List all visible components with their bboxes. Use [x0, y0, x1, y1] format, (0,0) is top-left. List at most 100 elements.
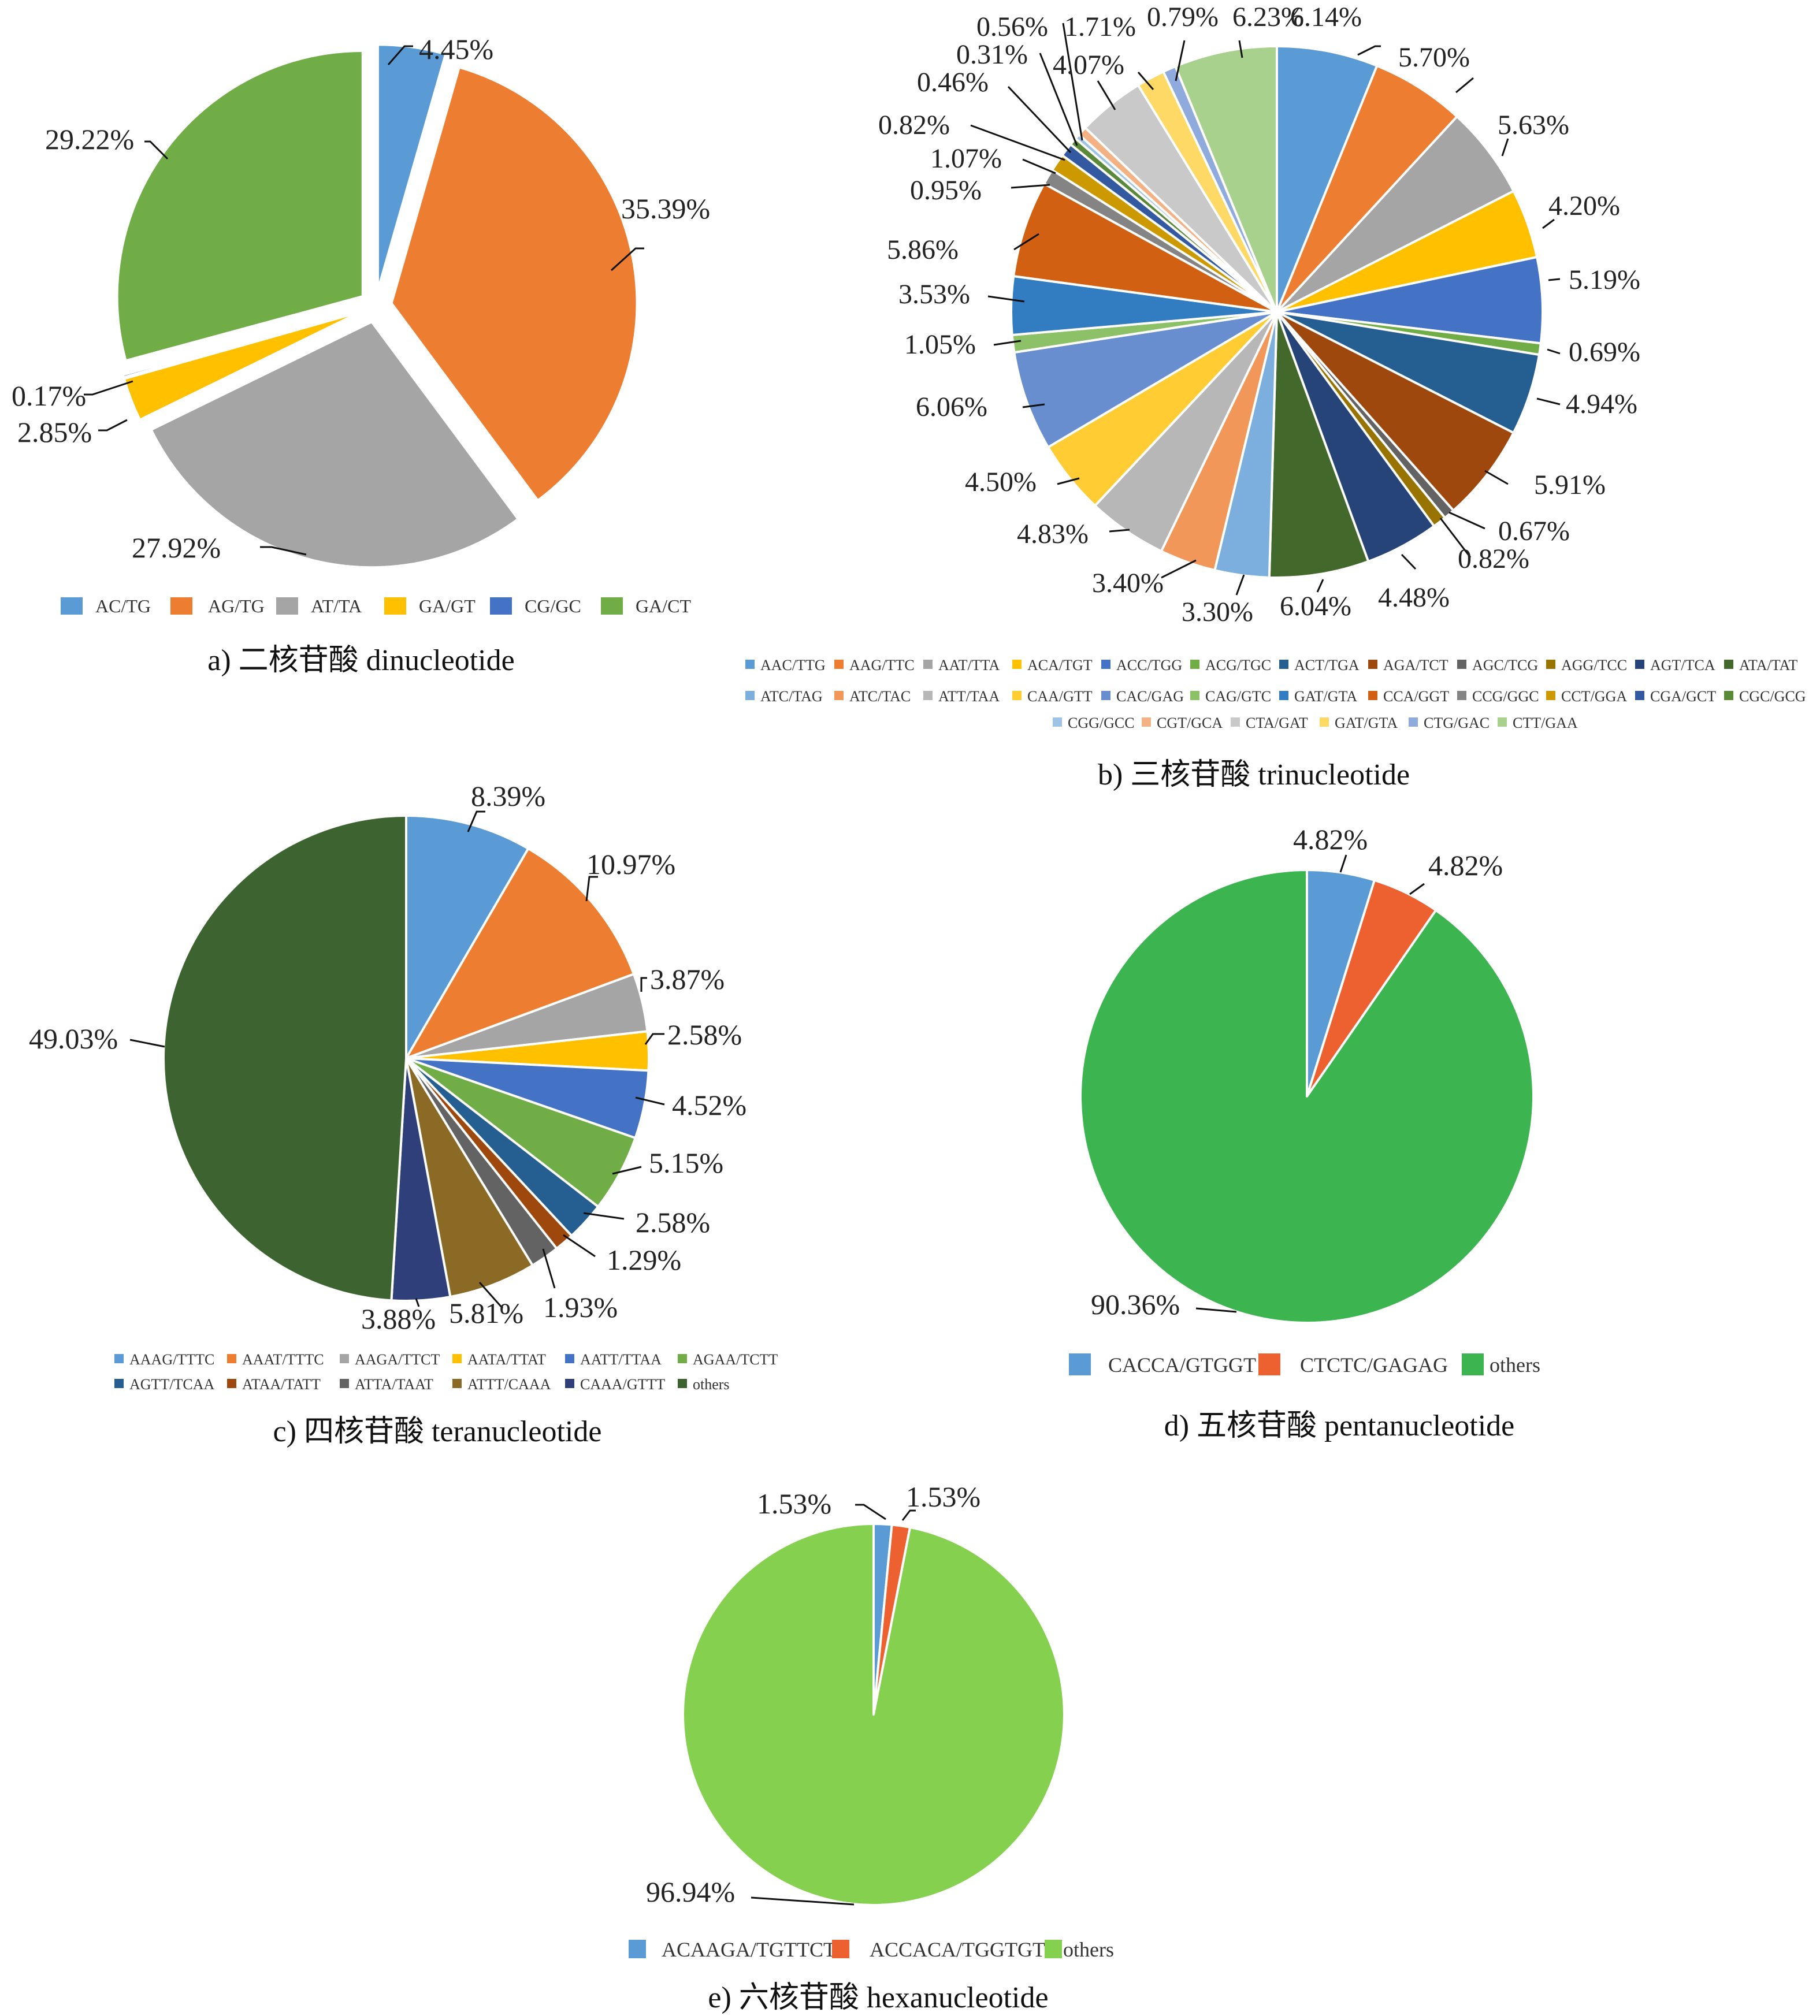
di-legend: AC/TG AG/TG AT/TA GA/GT CG/GC GA/CT [61, 596, 691, 616]
di-legend-item-5: CG/GC [525, 596, 581, 616]
tetra-value-label-11: 3.88% [361, 1303, 436, 1335]
tri-legend-swatch-28 [1320, 717, 1329, 727]
tri-leader-21 [1011, 184, 1050, 189]
tri-value-label-14: 3.40% [1092, 568, 1164, 598]
tri-legend-swatch-15 [923, 691, 933, 700]
tetra-slice-10 [405, 1057, 534, 1298]
penta-value-label-3: 90.36% [1091, 1288, 1180, 1321]
penta-leader-1 [1339, 854, 1347, 873]
di-slice-1 [376, 43, 447, 292]
tri-legend-swatch-3 [923, 660, 933, 669]
tri-value-label-26: 0.56% [976, 12, 1048, 42]
tri-value-label-2: 5.70% [1398, 42, 1470, 73]
tri-value-label-17: 6.06% [916, 392, 987, 422]
di-value-label-5: 0.17% [12, 380, 86, 412]
hexa-leader-2 [901, 1509, 916, 1521]
tri-value-label-8: 5.91% [1534, 470, 1606, 500]
di-legend-swatch-6 [601, 597, 623, 615]
hexa-value-label-1: 1.53% [757, 1487, 831, 1520]
tri-legend-swatch-5 [1101, 660, 1110, 669]
tri-leader-16 [1057, 477, 1080, 485]
di-slice-5 [121, 309, 362, 379]
tetra-legend-swatch-2 [227, 1354, 236, 1363]
hexa-leader-3 [751, 1896, 855, 1906]
tetra-legend-item-3: AAGA/TTCT [355, 1351, 440, 1368]
di-leader-6 [144, 140, 169, 160]
tetra-legend-item-2: AAAT/TTTC [242, 1351, 324, 1368]
tri-legend-item-5: ACC/TGG [1116, 657, 1182, 674]
tetra-legend-swatch-9 [340, 1379, 349, 1388]
tetra-legend-swatch-4 [452, 1354, 462, 1363]
tri-leader-17 [1022, 403, 1045, 408]
tetra-legend-item-6: AGAA/TCTT [693, 1351, 778, 1368]
tri-legend-swatch-6 [1190, 660, 1199, 669]
tri-leader-26 [1062, 23, 1083, 141]
tri-value-label-24: 0.46% [917, 67, 989, 98]
hexa-leader-1 [855, 1504, 886, 1520]
tri-value-label-22: 1.07% [930, 143, 1002, 174]
tetra-value-label-4: 2.58% [667, 1018, 742, 1051]
penta-caption: d) 五核苷酸 pentanucleotide [1164, 1409, 1515, 1442]
tri-legend-swatch-7 [1279, 660, 1288, 669]
tri-value-label-10: 0.82% [1458, 544, 1529, 574]
tri-slice-12 [1268, 311, 1370, 579]
hexa-legend-swatch-1 [629, 1940, 646, 1958]
tri-legend-item-10: AGG/TCC [1561, 657, 1627, 674]
tetra-legend-swatch-11 [565, 1379, 574, 1388]
di-slice-2 [390, 66, 638, 502]
tetra-leader-9 [542, 1248, 556, 1289]
tri-legend-item-4: ACA/TGT [1027, 657, 1093, 674]
tetra-leader-1 [467, 810, 485, 832]
penta-legend-item-1: CACCA/GTGGT [1108, 1353, 1256, 1377]
tri-legend-swatch-11 [1635, 660, 1644, 669]
tri-leader-11 [1401, 553, 1417, 570]
tri-legend-swatch-27 [1231, 717, 1240, 727]
tri-value-label-29: 0.79% [1147, 2, 1219, 32]
tetra-legend-item-4: AATA/TTAT [467, 1351, 546, 1368]
hexa-value-label-2: 1.53% [906, 1481, 980, 1513]
di-value-label-6: 29.22% [45, 123, 134, 155]
di-legend-swatch-3 [276, 597, 298, 615]
tri-legend: AAC/TTG AAG/TTC AAT/TTA ACA/TGT ACC/TGG ACG/T… [745, 657, 1806, 731]
tri-legend-item-28: GAT/GTA [1335, 715, 1398, 731]
hexa-legend: ACAAGA/TGTTCT ACCACA/TGGTGT others [629, 1938, 1114, 1961]
tetra-slice-1 [405, 814, 530, 1059]
tri-legend-swatch-1 [745, 660, 755, 669]
hexa-slice-3 [682, 1523, 1066, 1906]
tetra-value-label-7: 2.58% [636, 1206, 710, 1238]
di-legend-item-2: AG/TG [208, 596, 265, 616]
penta-legend-swatch-1 [1069, 1353, 1091, 1375]
tetra-leader-2 [585, 876, 598, 902]
tri-legend-swatch-29 [1409, 717, 1418, 727]
tetra-leader-4 [644, 1033, 664, 1045]
di-legend-item-4: GA/GT [419, 596, 476, 616]
tri-leader-6 [1547, 348, 1561, 355]
tri-leader-27 [1097, 80, 1116, 110]
tri-legend-item-27: CTA/GAT [1246, 715, 1308, 731]
tri-leader-1 [1357, 45, 1381, 56]
tetra-legend-swatch-5 [565, 1354, 574, 1363]
penta-leader-3 [1195, 1307, 1237, 1313]
tetra-value-label-12: 49.03% [29, 1022, 118, 1055]
tetra-leader-11 [415, 1298, 420, 1307]
tri-legend-swatch-13 [745, 691, 755, 700]
tri-value-label-6: 0.69% [1569, 337, 1640, 367]
tri-legend-swatch-18 [1190, 691, 1199, 700]
tri-legend-item-19: GAT/GTA [1294, 688, 1357, 705]
tri-leader-10 [1439, 518, 1472, 558]
hexa-caption: e) 六核苷酸 hexanucleotide [708, 1981, 1048, 2014]
tetra-legend-swatch-12 [678, 1379, 687, 1388]
tetra-value-label-5: 4.52% [672, 1089, 746, 1121]
tri-slice-8 [1276, 311, 1515, 512]
tri-leader-28 [1137, 72, 1154, 90]
tri-legend-swatch-2 [834, 660, 844, 669]
tri-value-label-23: 0.82% [878, 110, 950, 140]
di-slice-6 [116, 49, 364, 362]
tri-legend-swatch-24 [1724, 691, 1733, 700]
tri-slice-20 [1012, 183, 1278, 313]
tri-legend-swatch-14 [834, 691, 844, 700]
tetra-value-label-8: 1.29% [607, 1244, 681, 1276]
tri-caption: b) 三核苷酸 trinucleotide [1098, 758, 1410, 791]
tri-legend-item-7: ACT/TGA [1294, 657, 1360, 674]
